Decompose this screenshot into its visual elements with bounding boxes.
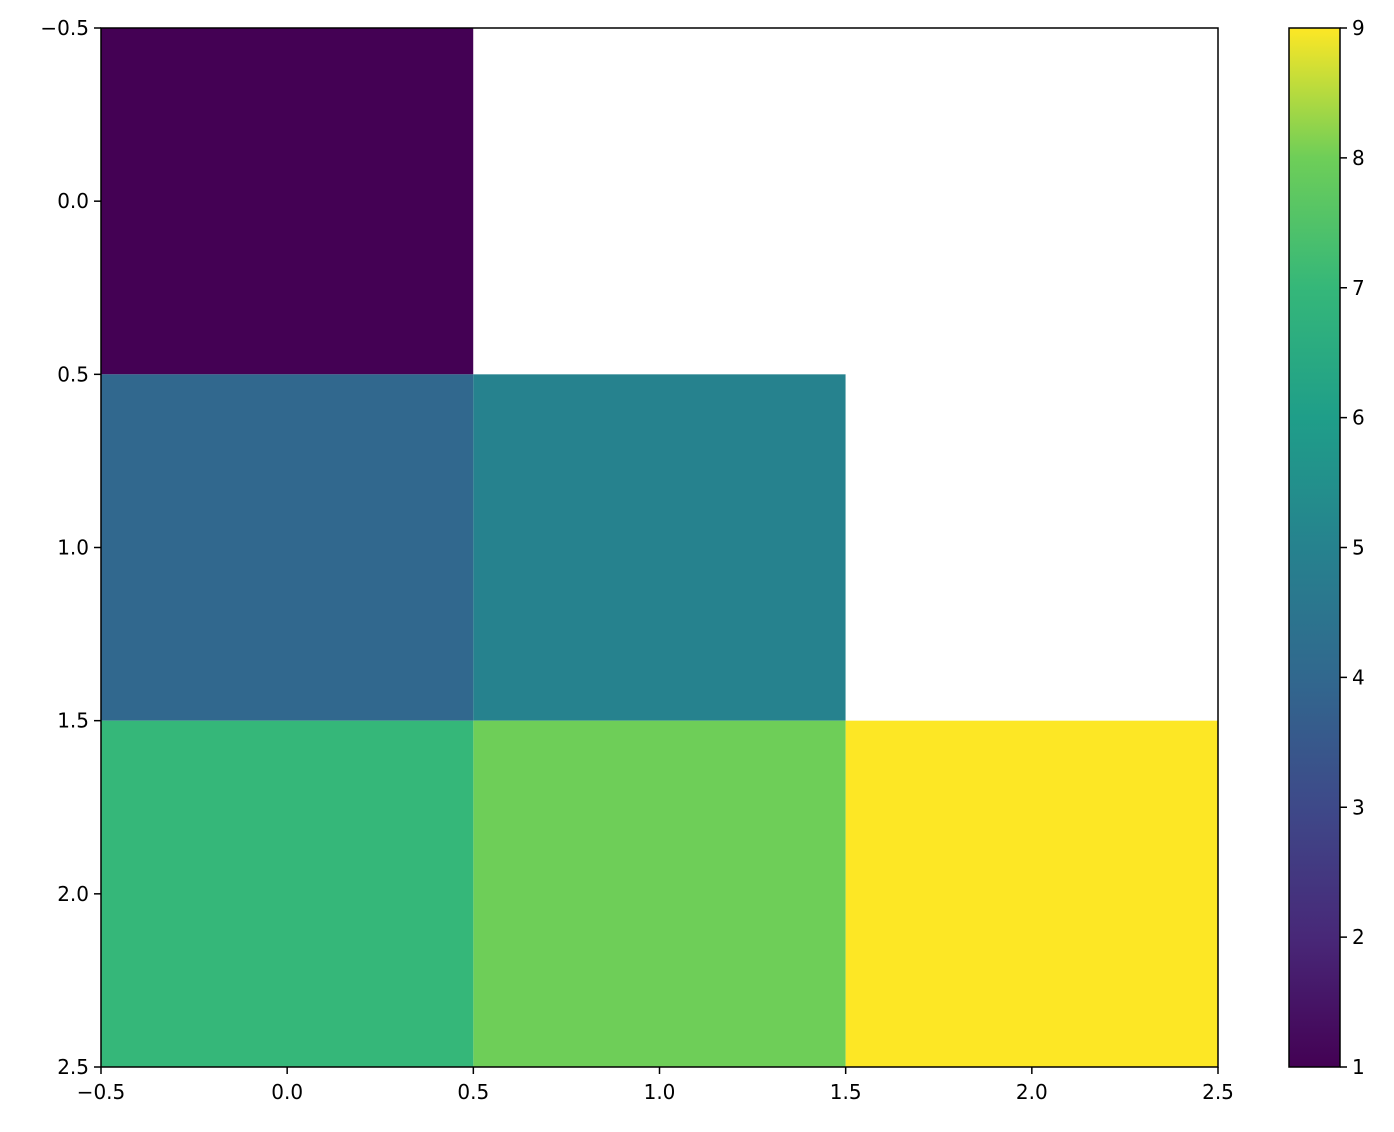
y-tick-label: 2.0 bbox=[57, 882, 89, 906]
colorbar-tick-label: 2 bbox=[1352, 925, 1365, 949]
heatmap-cells bbox=[101, 28, 1218, 1067]
colorbar-tick-label: 9 bbox=[1352, 16, 1365, 40]
y-axis: −0.5 0.0 0.5 1.0 1.5 2.0 2.5 bbox=[40, 16, 101, 1079]
y-tick-label: 1.0 bbox=[57, 536, 89, 560]
colorbar-tick-label: 8 bbox=[1352, 146, 1365, 170]
x-tick-label: 0.5 bbox=[457, 1080, 489, 1104]
y-tick-label: 0.0 bbox=[57, 189, 89, 213]
colorbar-tick-label: 1 bbox=[1352, 1055, 1365, 1079]
x-tick-label: 0.0 bbox=[271, 1080, 303, 1104]
heatmap-cell-r2-c2 bbox=[845, 720, 1218, 1067]
y-tick-label: −0.5 bbox=[40, 16, 89, 40]
colorbar-axis: 1 2 3 4 5 6 7 8 9 bbox=[1340, 16, 1365, 1079]
x-tick-label: 1.0 bbox=[644, 1080, 676, 1104]
heatmap-cell-r1-c2 bbox=[845, 374, 1218, 721]
colorbar-tick-label: 6 bbox=[1352, 406, 1365, 430]
colorbar bbox=[1288, 27, 1341, 1068]
heatmap-cell-r2-c1 bbox=[473, 720, 846, 1067]
heatmap-cell-r2-c0 bbox=[101, 720, 474, 1067]
heatmap-cell-r0-c0 bbox=[101, 28, 474, 375]
heatmap-cell-r0-c1 bbox=[473, 28, 846, 375]
colorbar-tick-label: 5 bbox=[1352, 536, 1365, 560]
heatmap-cell-r1-c1 bbox=[473, 374, 846, 721]
x-tick-label: 2.5 bbox=[1202, 1080, 1234, 1104]
x-axis: −0.5 0.0 0.5 1.0 1.5 2.0 2.5 bbox=[77, 1067, 1234, 1104]
heatmap-cell-r1-c0 bbox=[101, 374, 474, 721]
y-tick-label: 2.5 bbox=[57, 1055, 89, 1079]
colorbar-tick-label: 3 bbox=[1352, 795, 1365, 819]
x-tick-label: −0.5 bbox=[77, 1080, 126, 1104]
colorbar-tick-label: 7 bbox=[1352, 276, 1365, 300]
x-tick-label: 2.0 bbox=[1016, 1080, 1048, 1104]
y-tick-label: 1.5 bbox=[57, 709, 89, 733]
colorbar-tick-label: 4 bbox=[1352, 665, 1365, 689]
heatmap-cell-r0-c2 bbox=[845, 28, 1218, 375]
y-tick-label: 0.5 bbox=[57, 362, 89, 386]
x-tick-label: 1.5 bbox=[830, 1080, 862, 1104]
